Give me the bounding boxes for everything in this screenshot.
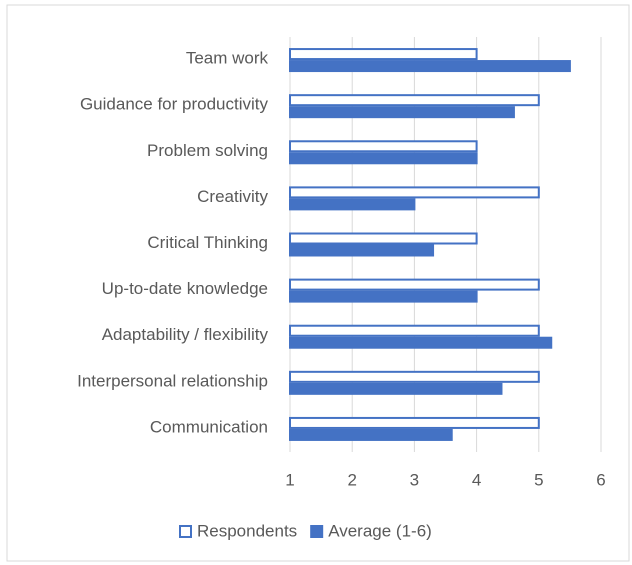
bar <box>289 336 553 349</box>
y-tick-label: Creativity <box>197 187 268 206</box>
bar <box>289 198 416 211</box>
legend-swatch <box>310 525 324 538</box>
bar <box>289 106 515 119</box>
bar <box>289 370 540 383</box>
y-tick-label: Up-to-date knowledge <box>102 279 268 298</box>
bar <box>289 94 540 107</box>
x-tick-label: 3 <box>410 470 419 489</box>
bar <box>289 244 435 257</box>
y-tick-label: Communication <box>150 417 268 436</box>
legend-label: Average (1-6) <box>328 521 432 540</box>
bar <box>289 48 478 61</box>
x-tick-label: 2 <box>347 470 356 489</box>
y-tick-label: Interpersonal relationship <box>77 371 268 390</box>
bar <box>289 186 540 199</box>
legend-label: Respondents <box>197 521 297 540</box>
bar <box>289 428 453 441</box>
bar <box>289 232 478 245</box>
y-tick-label: Guidance for productivity <box>80 95 269 114</box>
y-tick-label: Adaptability / flexibility <box>102 325 269 344</box>
bar <box>289 416 540 429</box>
y-tick-label: Problem solving <box>147 141 268 160</box>
x-tick-label: 6 <box>596 470 605 489</box>
y-tick-label: Team work <box>186 49 269 68</box>
x-tick-label: 1 <box>285 470 294 489</box>
bar <box>289 382 503 395</box>
bar <box>289 140 478 153</box>
bar <box>289 324 540 337</box>
x-tick-label: 5 <box>534 470 543 489</box>
bar <box>289 278 540 291</box>
bar <box>289 60 571 73</box>
legend-swatch <box>179 525 192 538</box>
bar <box>289 152 478 165</box>
bar <box>289 290 478 303</box>
y-tick-label: Critical Thinking <box>147 233 268 252</box>
x-tick-label: 4 <box>472 470 481 489</box>
